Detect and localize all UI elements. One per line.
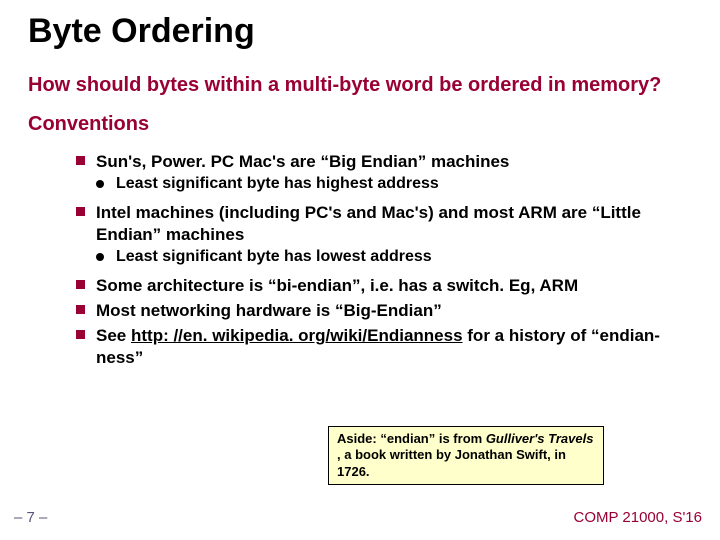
aside-prefix: Aside: “endian” is from (337, 431, 486, 446)
bullet-item: Some architecture is “bi-endian”, i.e. h… (76, 275, 692, 296)
lead-question: How should bytes within a multi-byte wor… (28, 73, 692, 98)
bullet-sub-item: Least significant byte has lowest addres… (76, 247, 692, 267)
aside-italic: Gulliver's Travels (486, 431, 594, 446)
bullet-item: Sun's, Power. PC Mac's are “Big Endian” … (76, 151, 692, 172)
bullet-item: Most networking hardware is “Big-Endian” (76, 300, 692, 321)
lead-question-text: How should bytes within a multi-byte wor… (28, 73, 692, 98)
bullet-prefix: See (96, 326, 131, 345)
bullet-list: Sun's, Power. PC Mac's are “Big Endian” … (28, 151, 692, 368)
bullet-sub-item: Least significant byte has highest addre… (76, 174, 692, 194)
bullet-item-with-link: See http: //en. wikipedia. org/wiki/Endi… (76, 325, 692, 368)
page-number: – 7 – (14, 509, 47, 526)
slide-title: Byte Ordering (28, 12, 692, 51)
conventions-heading: Conventions (28, 112, 692, 137)
aside-box: Aside: “endian” is from Gulliver's Trave… (328, 426, 604, 485)
endianness-link[interactable]: http: //en. wikipedia. org/wiki/Endianne… (131, 326, 463, 345)
course-label: COMP 21000, S'16 (574, 509, 703, 526)
bullet-item: Intel machines (including PC's and Mac's… (76, 202, 692, 245)
aside-suffix: , a book written by Jonathan Swift, in 1… (337, 447, 566, 478)
